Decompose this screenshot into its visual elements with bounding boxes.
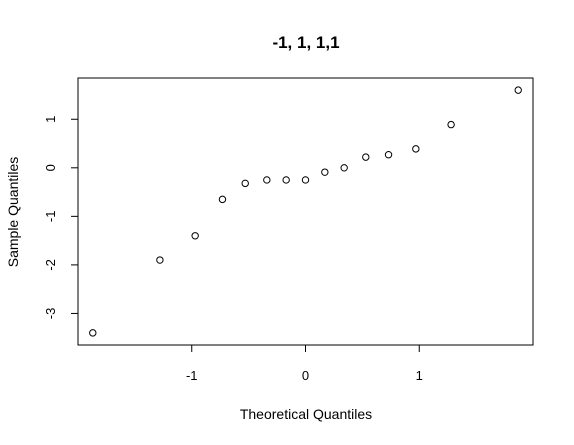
data-point	[384, 151, 393, 159]
data-point	[447, 120, 455, 129]
data-point	[191, 232, 199, 240]
data-point	[218, 195, 227, 204]
y-tick-label: 0	[43, 164, 58, 171]
y-tick-label: 1	[43, 116, 58, 123]
x-axis-label: Theoretical Quantiles	[240, 406, 372, 422]
data-point	[89, 329, 97, 337]
data-point	[301, 176, 310, 184]
y-tick-label: -1	[43, 211, 58, 223]
y-axis-label: Sample Quantiles	[5, 157, 21, 268]
data-point	[282, 176, 290, 184]
data-point	[340, 164, 348, 172]
data-point	[156, 256, 164, 264]
x-tick-label: -1	[186, 368, 198, 383]
y-tick-label: -2	[43, 259, 58, 271]
x-tick-label: 0	[302, 368, 309, 383]
data-point	[514, 86, 522, 94]
x-tick-label: 1	[416, 368, 423, 383]
y-tick-label: -3	[43, 308, 58, 320]
data-point	[362, 153, 370, 161]
plot-frame	[77, 77, 534, 346]
data-points	[89, 86, 522, 337]
y-axis: -3 -2 -1 0 1	[43, 116, 78, 320]
data-point	[241, 179, 249, 188]
x-axis: -1 0 1	[186, 345, 423, 383]
data-point	[263, 176, 271, 184]
chart-title: -1, 1, 1,1	[272, 33, 339, 52]
data-point	[321, 168, 329, 176]
data-point	[412, 145, 420, 153]
